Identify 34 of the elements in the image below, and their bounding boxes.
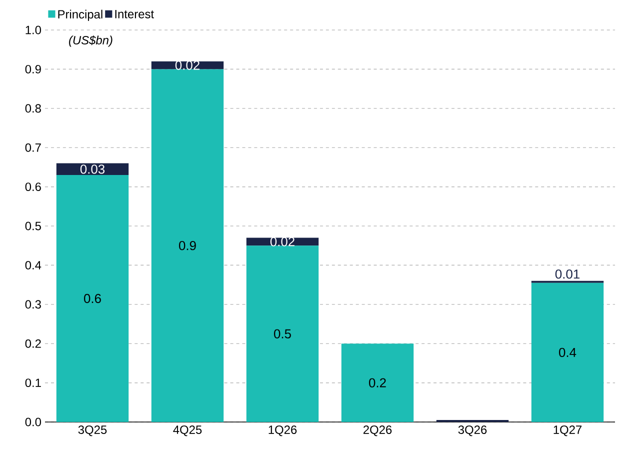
data-label: 0.01 (555, 270, 580, 279)
x-tick-label: 3Q25 (78, 426, 107, 436)
y-tick-label: 0.9 (25, 64, 41, 74)
x-tick-label: 1Q27 (554, 426, 582, 436)
bar (151, 69, 224, 422)
y-tick-label: 0.6 (25, 182, 41, 192)
y-tick-label: 0.8 (25, 104, 41, 113)
data-label: 0.9 (179, 241, 196, 250)
y-tick-label: 0.7 (25, 143, 41, 152)
y-tick-label: 1.0 (26, 26, 42, 34)
legend-label: Principal (58, 10, 102, 21)
data-label: 0.03 (80, 164, 105, 174)
bar (341, 344, 414, 422)
y-tick-label: 0.3 (25, 300, 41, 309)
bar (56, 175, 129, 422)
y-tick-label: 0.1 (25, 378, 41, 388)
x-tick-label: 4Q25 (173, 426, 202, 436)
data-label: 0.2 (369, 378, 386, 388)
bar (531, 282, 604, 422)
bar (246, 246, 319, 422)
data-label: 0.5 (274, 329, 291, 338)
data-label: 0.6 (84, 294, 101, 304)
y-tick-label: 0.0 (25, 418, 42, 426)
data-label: 0.02 (270, 237, 294, 246)
data-label: 0.4 (559, 348, 576, 357)
legend-label: Interest (115, 10, 154, 18)
y-tick-label: 0.2 (25, 339, 41, 348)
y-tick-label: 0.4 (25, 260, 42, 270)
x-tick-label: 1Q26 (268, 426, 297, 436)
annotation: (US$bn) (69, 35, 112, 47)
data-label: 0.02 (175, 60, 200, 70)
y-tick-label: 0.5 (25, 222, 41, 230)
x-tick-label: 3Q26 (458, 426, 487, 436)
x-tick-label: 2Q26 (363, 426, 392, 436)
